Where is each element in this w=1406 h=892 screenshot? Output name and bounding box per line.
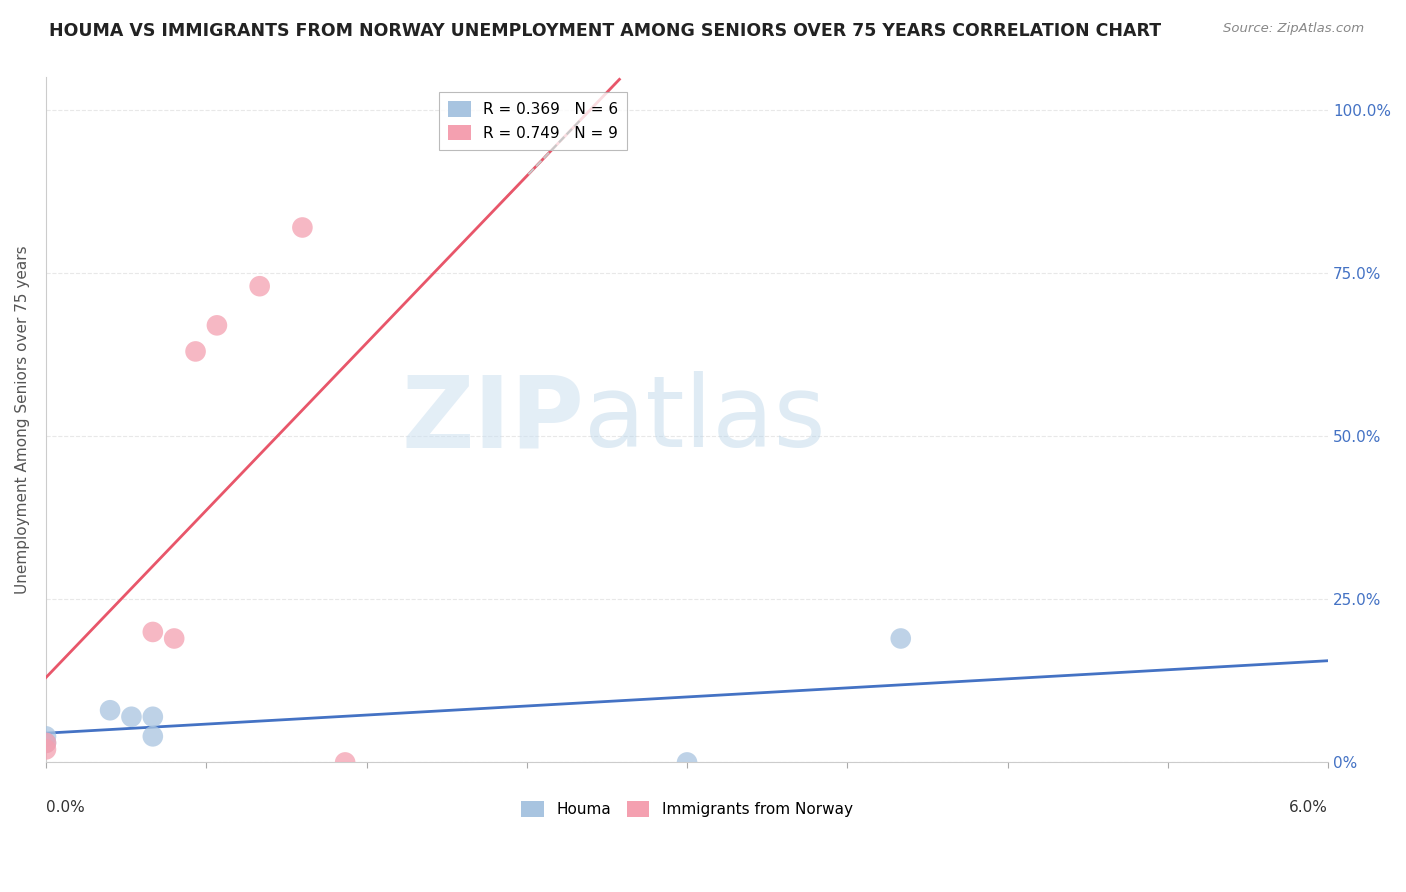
Point — [35, 742, 58, 756]
Point — [98, 703, 121, 717]
Point — [676, 756, 699, 770]
Text: atlas: atlas — [585, 371, 827, 468]
Text: HOUMA VS IMMIGRANTS FROM NORWAY UNEMPLOYMENT AMONG SENIORS OVER 75 YEARS CORRELA: HOUMA VS IMMIGRANTS FROM NORWAY UNEMPLOY… — [49, 22, 1161, 40]
Text: 6.0%: 6.0% — [1289, 800, 1329, 815]
Point — [35, 729, 58, 743]
Text: Source: ZipAtlas.com: Source: ZipAtlas.com — [1223, 22, 1364, 36]
Text: ZIP: ZIP — [402, 371, 585, 468]
Text: 0.0%: 0.0% — [46, 800, 84, 815]
Point — [184, 344, 207, 359]
Point — [890, 632, 912, 646]
Point — [291, 220, 314, 235]
Point — [163, 632, 186, 646]
Point — [205, 318, 228, 333]
Point — [249, 279, 271, 293]
Y-axis label: Unemployment Among Seniors over 75 years: Unemployment Among Seniors over 75 years — [15, 245, 30, 594]
Point — [120, 710, 142, 724]
Point — [142, 624, 165, 639]
Point — [35, 736, 58, 750]
Point — [142, 729, 165, 743]
Point — [35, 736, 58, 750]
Legend: Houma, Immigrants from Norway: Houma, Immigrants from Norway — [515, 795, 859, 823]
Point — [142, 710, 165, 724]
Point — [333, 756, 356, 770]
